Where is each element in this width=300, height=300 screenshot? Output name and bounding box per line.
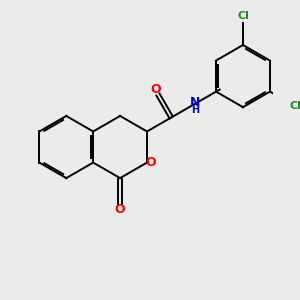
Text: O: O: [115, 203, 125, 216]
Text: O: O: [145, 156, 156, 169]
Text: Cl: Cl: [289, 101, 300, 111]
Text: H: H: [191, 105, 200, 115]
Text: Cl: Cl: [237, 11, 249, 21]
Text: O: O: [150, 83, 160, 96]
Text: N: N: [190, 96, 201, 109]
